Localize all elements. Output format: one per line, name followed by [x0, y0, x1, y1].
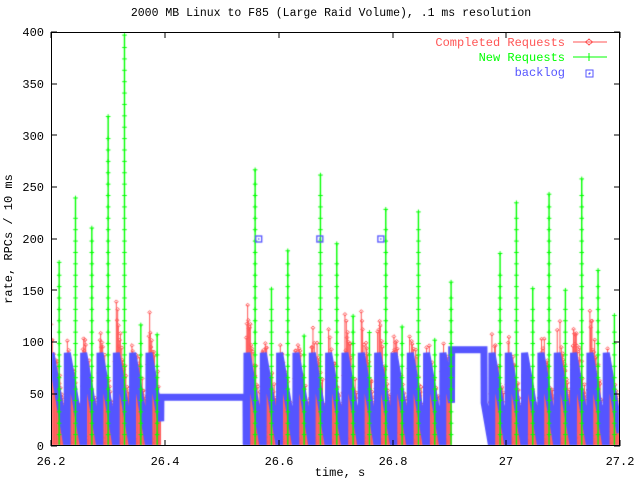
svg-text:26.8: 26.8: [379, 455, 408, 469]
svg-text:2000 MB Linux to F85 (Large Ra: 2000 MB Linux to F85 (Large Raid Volume)…: [131, 7, 531, 20]
svg-text:50: 50: [30, 388, 44, 402]
svg-text:350: 350: [22, 78, 44, 92]
svg-text:26.4: 26.4: [151, 455, 180, 469]
svg-text:0: 0: [37, 440, 44, 454]
svg-text:250: 250: [22, 181, 44, 195]
svg-text:100: 100: [22, 336, 44, 350]
svg-text:rate, RPCs / 10 ms: rate, RPCs / 10 ms: [2, 174, 16, 304]
svg-text:200: 200: [22, 233, 44, 247]
svg-text:Completed Requests: Completed Requests: [435, 36, 565, 50]
svg-text:400: 400: [22, 26, 44, 40]
svg-text:27: 27: [499, 455, 513, 469]
svg-text:time, s: time, s: [315, 466, 365, 480]
svg-text:backlog: backlog: [515, 66, 565, 80]
svg-text:300: 300: [22, 130, 44, 144]
svg-text:26.2: 26.2: [37, 455, 66, 469]
svg-text:New Requests: New Requests: [479, 51, 565, 65]
svg-text:26.6: 26.6: [265, 455, 294, 469]
svg-text:150: 150: [22, 285, 44, 299]
svg-text:27.2: 27.2: [606, 455, 635, 469]
